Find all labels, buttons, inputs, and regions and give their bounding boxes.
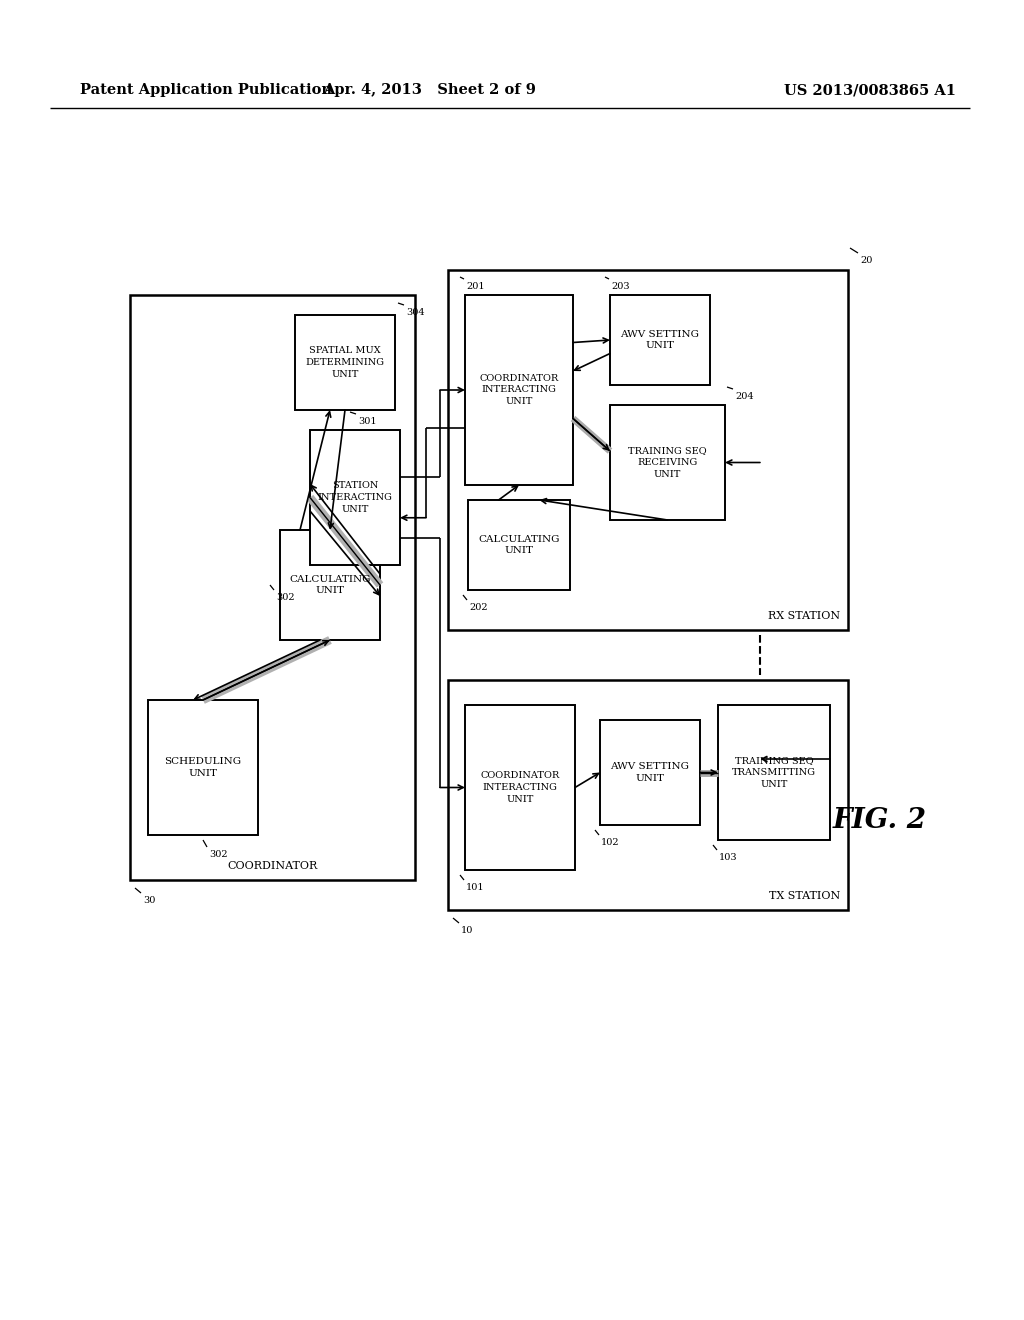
Text: RX STATION: RX STATION xyxy=(768,611,840,620)
Bar xyxy=(449,271,848,630)
Bar xyxy=(310,430,400,565)
Bar xyxy=(465,705,575,870)
Text: 20: 20 xyxy=(860,256,872,265)
Text: COORDINATOR
INTERACTING
UNIT: COORDINATOR INTERACTING UNIT xyxy=(479,374,559,407)
Text: 30: 30 xyxy=(143,896,156,906)
Bar xyxy=(610,294,710,385)
Bar xyxy=(295,315,395,411)
Text: 201: 201 xyxy=(466,282,484,290)
Text: US 2013/0083865 A1: US 2013/0083865 A1 xyxy=(784,83,956,96)
Bar xyxy=(718,705,830,840)
Text: 301: 301 xyxy=(358,417,377,426)
Text: TX STATION: TX STATION xyxy=(769,891,840,902)
Text: 202: 202 xyxy=(469,603,487,612)
Text: 302: 302 xyxy=(276,593,295,602)
Bar xyxy=(465,294,573,484)
Bar xyxy=(449,680,848,909)
Bar xyxy=(280,531,380,640)
Text: AWV SETTING
UNIT: AWV SETTING UNIT xyxy=(621,330,699,350)
Text: CALCULATING
UNIT: CALCULATING UNIT xyxy=(289,574,371,595)
Text: CALCULATING
UNIT: CALCULATING UNIT xyxy=(478,535,560,556)
Text: AWV SETTING
UNIT: AWV SETTING UNIT xyxy=(610,762,689,783)
Text: 10: 10 xyxy=(461,927,473,935)
Bar xyxy=(130,294,415,880)
Text: TRAINING SEQ
RECEIVING
UNIT: TRAINING SEQ RECEIVING UNIT xyxy=(628,446,707,479)
Text: 302: 302 xyxy=(209,850,227,859)
Text: STATION
INTERACTING
UNIT: STATION INTERACTING UNIT xyxy=(317,482,392,513)
Bar xyxy=(600,719,700,825)
Text: Apr. 4, 2013   Sheet 2 of 9: Apr. 4, 2013 Sheet 2 of 9 xyxy=(324,83,537,96)
Text: 103: 103 xyxy=(719,853,737,862)
Text: SCHEDULING
UNIT: SCHEDULING UNIT xyxy=(165,758,242,777)
Text: FIG. 2: FIG. 2 xyxy=(833,807,927,833)
Text: TRAINING SEQ
TRANSMITTING
UNIT: TRAINING SEQ TRANSMITTING UNIT xyxy=(732,756,816,789)
Text: 101: 101 xyxy=(466,883,484,892)
Bar xyxy=(148,700,258,836)
Text: SPATIAL MUX
DETERMINING
UNIT: SPATIAL MUX DETERMINING UNIT xyxy=(305,346,384,379)
Text: 304: 304 xyxy=(406,308,425,317)
Text: COORDINATOR: COORDINATOR xyxy=(227,861,317,871)
Text: Patent Application Publication: Patent Application Publication xyxy=(80,83,332,96)
Text: 204: 204 xyxy=(735,392,754,401)
Text: COORDINATOR
INTERACTING
UNIT: COORDINATOR INTERACTING UNIT xyxy=(480,771,560,804)
Bar xyxy=(468,500,570,590)
Bar xyxy=(610,405,725,520)
Text: 102: 102 xyxy=(601,838,620,847)
Text: 203: 203 xyxy=(611,282,630,290)
